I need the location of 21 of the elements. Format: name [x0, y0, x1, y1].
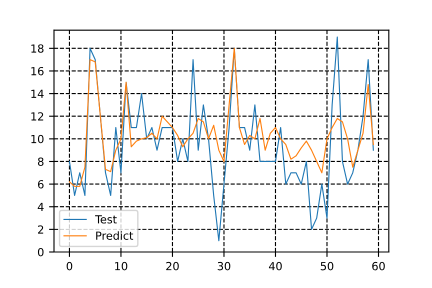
legend-label: Predict [96, 231, 134, 240]
y-tick-label: 12 [31, 112, 44, 120]
x-tick-label: 10 [115, 262, 128, 270]
line-series [68, 48, 374, 187]
y-tick-label: 6 [38, 180, 44, 188]
x-tick-label: 60 [372, 262, 385, 270]
y-tick-label: 18 [31, 44, 44, 53]
x-tick-label: 20 [166, 262, 179, 270]
x-tick-label: 0 [66, 262, 72, 270]
y-tick-label: 0 [38, 248, 44, 256]
y-tick-label: 8 [38, 157, 44, 166]
y-tick-label: 16 [31, 66, 44, 76]
y-tick-label: 14 [31, 90, 44, 98]
x-tick-label: 40 [268, 262, 282, 270]
y-tick-label: 2 [38, 225, 44, 234]
y-tick-label: 10 [31, 134, 44, 144]
y-tick-label: 4 [38, 202, 44, 211]
line-series [68, 36, 374, 242]
x-tick-label: 50 [320, 262, 334, 270]
x-tick-label: 30 [218, 262, 230, 270]
legend-label: Test [95, 215, 117, 224]
